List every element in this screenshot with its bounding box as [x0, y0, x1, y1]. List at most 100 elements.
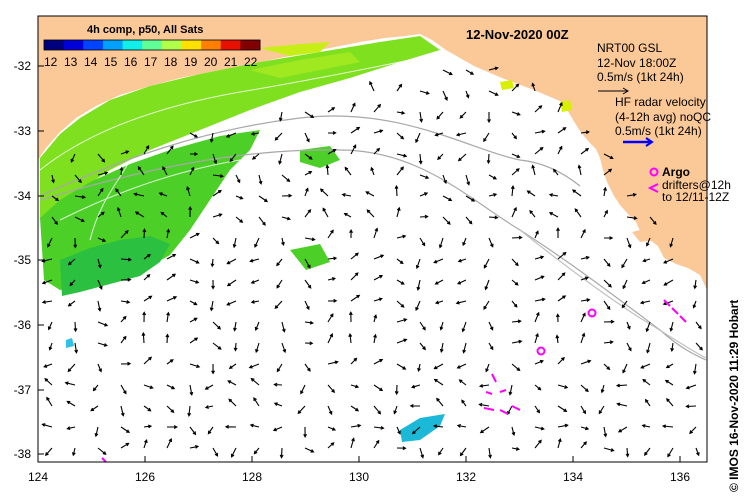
current-arrow — [465, 69, 475, 75]
current-arrow — [580, 276, 589, 281]
current-arrow — [249, 258, 260, 263]
current-arrow — [626, 342, 632, 352]
x-axis — [37, 456, 681, 462]
current-arrow — [350, 126, 361, 134]
current-arrow — [695, 321, 702, 330]
colorbar-tick: 22 — [244, 55, 258, 69]
current-arrow — [97, 447, 107, 455]
current-arrow — [511, 426, 516, 437]
current-arrow — [67, 363, 76, 373]
current-arrow — [327, 426, 337, 431]
current-arrow — [226, 258, 237, 265]
current-arrow — [143, 145, 150, 155]
current-arrow — [120, 442, 130, 449]
current-arrow — [51, 216, 58, 226]
current-arrow — [44, 447, 53, 457]
current-arrow — [120, 405, 125, 417]
current-arrow — [327, 107, 336, 113]
current-arrow — [370, 166, 375, 176]
current-arrow — [510, 185, 515, 197]
current-arrow — [580, 384, 589, 393]
current-arrow — [97, 153, 106, 163]
current-arrow — [189, 444, 200, 449]
colorbar-swatch — [102, 40, 124, 50]
current-arrow — [204, 405, 214, 409]
current-arrow — [166, 253, 177, 260]
current-arrow — [484, 279, 490, 291]
current-arrow — [529, 209, 536, 218]
x-tick-labels: 124 126 128 130 132 134 136 — [28, 470, 690, 484]
current-arrow — [212, 237, 220, 245]
current-arrow — [166, 405, 175, 413]
current-arrow — [278, 111, 283, 122]
current-arrow — [415, 258, 421, 270]
current-arrow — [603, 447, 615, 452]
current-arrow — [511, 319, 522, 324]
current-arrow — [621, 258, 628, 269]
current-arrow — [642, 378, 651, 386]
current-arrow — [120, 257, 133, 262]
current-arrow — [92, 384, 99, 392]
current-vectors — [41, 66, 703, 459]
current-arrow — [417, 363, 421, 373]
current-arrow — [120, 315, 127, 323]
drifter-tracks — [101, 299, 687, 463]
current-arrow — [189, 337, 199, 344]
current-arrow — [227, 380, 237, 386]
current-arrow — [344, 166, 352, 176]
current-arrow — [508, 384, 513, 396]
current-arrow — [409, 404, 421, 408]
current-arrow — [258, 195, 269, 203]
current-arrow — [511, 279, 519, 286]
current-arrow — [459, 111, 467, 119]
current-arrow — [189, 384, 194, 396]
legend-model-scale: 0.5m/s (1kt 24h) — [597, 70, 684, 84]
current-arrow — [69, 279, 76, 287]
current-arrow — [580, 441, 587, 449]
current-arrow — [230, 447, 237, 458]
current-arrow — [557, 101, 563, 113]
current-arrow — [143, 253, 152, 260]
current-arrow — [304, 132, 310, 143]
current-arrow — [64, 381, 76, 386]
current-arrow — [327, 298, 338, 303]
current-arrow — [274, 300, 283, 310]
current-arrow — [209, 300, 214, 312]
current-arrow — [396, 206, 401, 218]
current-arrow — [348, 311, 353, 323]
colorbar-swatch — [122, 40, 143, 50]
current-arrow — [97, 171, 109, 176]
current-arrow — [488, 447, 492, 459]
current-arrow — [188, 205, 193, 218]
colorbar-swatch — [181, 40, 202, 50]
current-arrow — [304, 111, 315, 119]
current-arrow — [167, 425, 178, 429]
current-arrow — [304, 258, 311, 269]
current-arrow — [416, 279, 421, 291]
current-arrow — [478, 402, 490, 407]
current-arrow — [327, 333, 334, 344]
current-arrow — [160, 211, 168, 218]
current-arrow — [626, 237, 632, 249]
current-arrow — [212, 153, 218, 165]
colorbar-swatch — [201, 40, 222, 50]
current-arrow — [120, 426, 131, 433]
current-arrow — [415, 300, 421, 312]
current-arrow — [235, 174, 241, 184]
current-arrow — [97, 187, 104, 197]
current-arrow — [439, 321, 444, 331]
current-arrow — [373, 103, 382, 113]
current-arrow — [580, 147, 590, 155]
current-arrow — [279, 447, 284, 459]
current-arrow — [483, 132, 490, 143]
current-arrow — [488, 215, 499, 220]
current-arrow — [641, 279, 651, 285]
y-tick-label: -36 — [14, 318, 32, 332]
current-arrow — [555, 313, 560, 323]
current-arrow — [580, 332, 586, 344]
current-arrow — [640, 363, 651, 369]
current-arrow — [327, 405, 333, 416]
colorbar-ticks: 12 13 14 15 16 17 18 19 20 21 22 — [44, 55, 258, 69]
current-arrow — [281, 342, 287, 354]
current-arrow — [534, 405, 541, 414]
